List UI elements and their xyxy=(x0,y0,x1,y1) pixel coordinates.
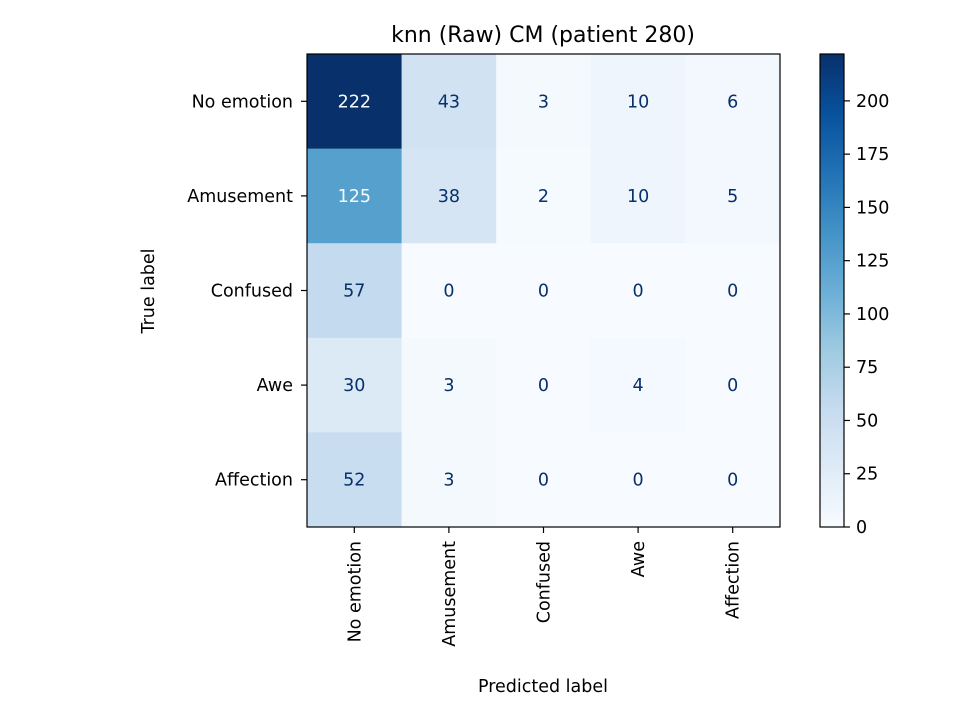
heatmap-cell xyxy=(401,432,497,528)
heatmap-cell xyxy=(307,148,403,244)
x-tick-label: Confused xyxy=(535,541,555,623)
heatmap-cell xyxy=(496,243,592,339)
x-axis-ticks: No emotion Amusement Confused Awe Affection xyxy=(345,527,744,647)
x-tick-label: Amusement xyxy=(440,541,460,647)
colorbar-tick-label: 25 xyxy=(856,465,878,485)
cell-value-label: 0 xyxy=(443,282,454,302)
colorbar xyxy=(819,53,845,528)
cell-value-label: 0 xyxy=(633,282,644,302)
heatmap-cell xyxy=(685,148,781,244)
cell-value-label: 30 xyxy=(343,376,365,396)
colorbar-tick-label: 125 xyxy=(856,252,889,272)
heatmap-cell xyxy=(496,337,592,433)
cell-value-label: 222 xyxy=(338,92,371,112)
colorbar-tick-label: 50 xyxy=(856,411,878,431)
chart-title: knn (Raw) CM (patient 280) xyxy=(391,23,695,48)
cell-value-label: 4 xyxy=(633,376,644,396)
cell-value-label: 10 xyxy=(627,187,649,207)
heatmap-cell xyxy=(685,337,781,433)
heatmap-cell xyxy=(401,337,497,433)
cell-value-label: 38 xyxy=(438,187,460,207)
cell-value-label: 0 xyxy=(538,376,549,396)
y-tick-label: Affection xyxy=(215,471,293,491)
heatmap-cell xyxy=(401,148,497,244)
heatmap-cell xyxy=(685,54,781,150)
y-axis-ticks: No emotion Amusement Confused Awe Affection xyxy=(187,92,307,491)
cell-value-label: 43 xyxy=(438,92,460,112)
heatmap-cell xyxy=(401,54,497,150)
cell-value-label: 0 xyxy=(727,471,738,491)
cell-value-label: 57 xyxy=(343,282,365,302)
cell-value-label: 3 xyxy=(443,376,454,396)
cell-value-label: 0 xyxy=(633,471,644,491)
heatmap-cell xyxy=(307,337,403,433)
y-tick-label: Amusement xyxy=(187,187,293,207)
heatmap-cell xyxy=(307,432,403,528)
cell-value-label: 10 xyxy=(627,92,649,112)
y-tick-label: Awe xyxy=(257,376,293,396)
cell-value-label: 52 xyxy=(343,471,365,491)
heatmap-cell xyxy=(685,243,781,339)
x-axis-label: Predicted label xyxy=(478,677,608,697)
heatmap-cell xyxy=(496,432,592,528)
heatmap-cell xyxy=(496,54,592,150)
cell-value-label: 0 xyxy=(727,282,738,302)
colorbar-tick-label: 100 xyxy=(856,305,889,325)
colorbar-tick-label: 150 xyxy=(856,198,889,218)
cell-value-label: 0 xyxy=(727,376,738,396)
heatmap-cell xyxy=(590,337,686,433)
heatmap-cell xyxy=(496,148,592,244)
colorbar-tick-label: 200 xyxy=(856,92,889,112)
colorbar-tick-label: 175 xyxy=(856,145,889,165)
cell-value-label: 6 xyxy=(727,92,738,112)
y-tick-label: Confused xyxy=(211,282,293,302)
cell-value-label: 125 xyxy=(338,187,371,207)
heatmap-cell xyxy=(307,243,403,339)
x-tick-label: Awe xyxy=(629,541,649,577)
heatmap-cell xyxy=(685,432,781,528)
colorbar-tick-label: 0 xyxy=(856,518,867,538)
cell-value-label: 0 xyxy=(538,471,549,491)
heatmap-cell xyxy=(590,432,686,528)
cell-value-label: 5 xyxy=(727,187,738,207)
cell-value-label: 3 xyxy=(538,92,549,112)
y-axis-label: True label xyxy=(139,248,159,334)
heatmap-cell xyxy=(590,54,686,150)
heatmap-cell xyxy=(590,243,686,339)
heatmap-cell xyxy=(307,54,403,150)
cell-value-label: 0 xyxy=(538,282,549,302)
heatmap-cells xyxy=(307,54,781,528)
colorbar-tick-label: 75 xyxy=(856,358,878,378)
x-tick-label: Affection xyxy=(724,541,744,619)
x-tick-label: No emotion xyxy=(345,541,365,642)
cell-value-label: 3 xyxy=(443,471,454,491)
heatmap-cell xyxy=(590,148,686,244)
cell-value-label: 2 xyxy=(538,187,549,207)
y-tick-label: No emotion xyxy=(192,92,293,112)
colorbar-ticks: 0 25 50 75 100 125 150 175 200 xyxy=(844,92,889,538)
heatmap-cell xyxy=(401,243,497,339)
